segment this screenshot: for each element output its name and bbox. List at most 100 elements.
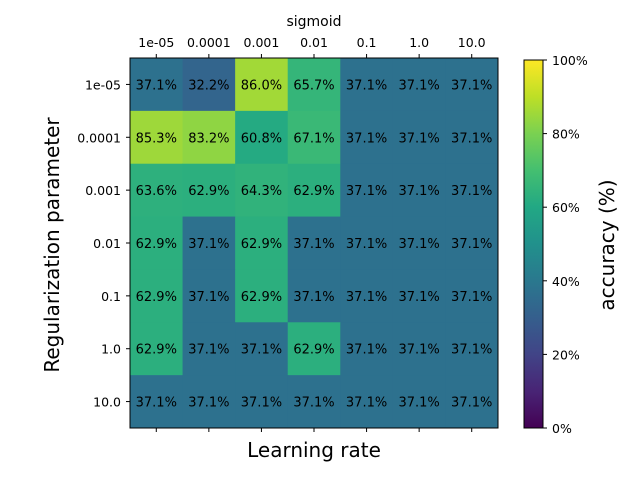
heatmap-cell	[392, 58, 446, 112]
cell-value-label: 37.1%	[293, 396, 334, 411]
y-tick-label: 10.0	[93, 395, 121, 410]
x-tick-label: 0.01	[300, 35, 328, 50]
x-tick-label: 0.0001	[187, 35, 231, 50]
heatmap-cell	[182, 216, 236, 270]
x-tick-label: 1.0	[409, 35, 429, 50]
cell-value-label: 37.1%	[346, 396, 387, 411]
colorbar-tick-label: 60%	[552, 200, 580, 215]
heatmap-cell	[287, 322, 341, 376]
cell-value-label: 37.1%	[188, 237, 229, 252]
cell-value-label: 85.3%	[136, 131, 177, 146]
cell-value-label: 32.2%	[188, 78, 229, 93]
colorbar-tick-label: 100%	[552, 53, 588, 68]
heatmap-cell	[287, 110, 341, 165]
heatmap-cell	[287, 163, 341, 218]
heatmap-cell	[182, 375, 236, 429]
colorbar-label: accuracy (%)	[595, 179, 619, 310]
heatmap-cell	[182, 269, 236, 323]
cell-value-label: 37.1%	[398, 78, 439, 93]
heatmap-cell	[130, 322, 184, 376]
heatmap-cell	[340, 110, 394, 165]
cell-value-label: 62.9%	[136, 290, 177, 305]
cell-value-label: 67.1%	[293, 131, 334, 146]
cell-value-label: 37.1%	[188, 290, 229, 305]
x-axis-label: Learning rate	[247, 438, 381, 462]
y-tick-label: 0.001	[85, 183, 121, 198]
x-tick-label: 1e-05	[138, 35, 174, 50]
heatmap-cell	[392, 110, 446, 165]
cell-value-label: 83.2%	[188, 131, 229, 146]
cell-value-label: 37.1%	[136, 78, 177, 93]
cell-value-label: 62.9%	[241, 290, 282, 305]
cell-value-label: 62.9%	[293, 343, 334, 358]
cell-value-label: 37.1%	[398, 131, 439, 146]
heatmap-cell	[130, 163, 184, 218]
cell-value-label: 62.9%	[241, 237, 282, 252]
cell-value-label: 37.1%	[241, 343, 282, 358]
colorbar-tick-label: 80%	[552, 127, 580, 142]
heatmap-cell	[340, 163, 394, 218]
cell-value-label: 37.1%	[346, 343, 387, 358]
cell-value-label: 62.9%	[293, 184, 334, 199]
cell-value-label: 37.1%	[136, 396, 177, 411]
heatmap-cell	[287, 375, 341, 429]
heatmap-cell	[392, 216, 446, 270]
heatmap-cell	[340, 58, 394, 112]
cell-value-label: 62.9%	[136, 343, 177, 358]
heatmap-cell	[445, 375, 499, 429]
y-axis-label: Regularization parameter	[40, 117, 64, 373]
x-axis-ticks: 1e-05 0.0001 0.001 0.01 0.1 1.0 10.0	[138, 35, 486, 432]
y-axis-ticks: 1e-05 0.0001 0.001 0.01 0.1 1.0 10.0	[77, 77, 130, 410]
heatmap-cell	[445, 58, 499, 112]
heatmap-cell	[130, 58, 184, 112]
x-tick-label: 0.1	[357, 35, 377, 50]
cell-value-label: 37.1%	[188, 343, 229, 358]
cell-value-label: 60.8%	[241, 131, 282, 146]
colorbar: 0% 20% 40% 60% 80% 100%	[523, 53, 588, 436]
heatmap-cell	[392, 375, 446, 429]
heatmap-cell	[392, 163, 446, 218]
heatmap-cell	[130, 269, 184, 323]
cell-value-label: 37.1%	[241, 396, 282, 411]
cell-value-label: 37.1%	[346, 290, 387, 305]
cell-value-label: 37.1%	[398, 343, 439, 358]
cell-value-label: 37.1%	[398, 290, 439, 305]
heatmap-cell	[235, 58, 289, 112]
cell-value-label: 37.1%	[451, 343, 492, 358]
cell-value-label: 37.1%	[346, 131, 387, 146]
heatmap-cell	[445, 110, 499, 165]
heatmap-cell	[235, 322, 289, 376]
cell-value-label: 86.0%	[241, 78, 282, 93]
heatmap-cell	[287, 216, 341, 270]
cell-value-label: 37.1%	[451, 237, 492, 252]
cell-value-label: 37.1%	[293, 290, 334, 305]
heatmap-cell	[235, 269, 289, 323]
heatmap-cell	[182, 163, 236, 218]
heatmap-cell	[182, 110, 236, 165]
cell-value-label: 37.1%	[346, 78, 387, 93]
cell-value-label: 37.1%	[398, 237, 439, 252]
heatmap-cell	[340, 269, 394, 323]
heatmap-cell	[392, 322, 446, 376]
heatmap-cell	[235, 110, 289, 165]
heatmap-cell	[445, 163, 499, 218]
heatmap-cell	[130, 216, 184, 270]
cell-value-label: 37.1%	[398, 396, 439, 411]
y-tick-label: 0.01	[93, 236, 121, 251]
heatmap-cell	[340, 216, 394, 270]
colorbar-tick-label: 40%	[552, 274, 580, 289]
heatmap-cell	[340, 375, 394, 429]
cell-value-label: 37.1%	[451, 184, 492, 199]
heatmap-cell	[287, 58, 341, 112]
cell-value-label: 37.1%	[451, 78, 492, 93]
heatmap-cell	[130, 110, 184, 165]
colorbar-tick-label: 20%	[552, 347, 580, 362]
heatmap-cell-labels: 37.1% 32.2% 86.0% 65.7% 37.1% 37.1% 37.1% 85.3%…	[136, 78, 493, 410]
cell-value-label: 37.1%	[451, 396, 492, 411]
chart-title: sigmoid	[286, 14, 341, 30]
heatmap-cells	[130, 58, 499, 429]
y-tick-label: 0.0001	[77, 130, 121, 145]
heatmap-cell	[235, 375, 289, 429]
cell-value-label: 62.9%	[136, 237, 177, 252]
